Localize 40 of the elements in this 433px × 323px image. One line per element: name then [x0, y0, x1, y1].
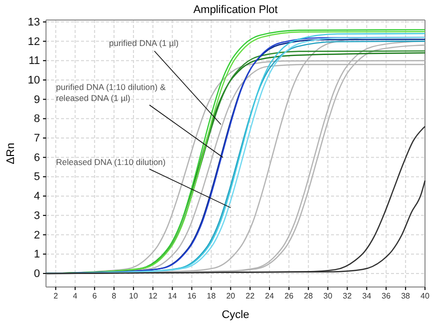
- annotation: purified DNA (1 µl): [109, 38, 179, 48]
- x-tick-label: 22: [246, 292, 256, 301]
- x-axis-title: Cycle: [222, 309, 250, 321]
- x-tick-label: 12: [148, 292, 158, 301]
- y-tick-label: 11: [28, 55, 40, 68]
- y-tick-label: 2: [34, 229, 40, 242]
- x-tick-label: 10: [129, 292, 138, 301]
- x-tick-label: 18: [206, 292, 216, 301]
- x-tick-label: 14: [168, 292, 178, 301]
- annotation: purified DNA (1:10 dilution) & released DNA (1 µl): [56, 82, 166, 103]
- chart-title: Amplification Plot: [193, 4, 278, 16]
- y-tick-label: 1: [34, 248, 40, 261]
- y-tick-label: 9: [34, 94, 40, 106]
- x-tick-label: 38: [401, 292, 411, 301]
- x-tick-label: 8: [112, 292, 117, 301]
- x-tick-label: 26: [284, 292, 294, 301]
- y-tick-label: 8: [34, 113, 40, 126]
- x-tick-label: 6: [92, 292, 98, 301]
- y-tick-label: 4: [34, 190, 40, 203]
- y-tick-label: 12: [28, 36, 40, 48]
- x-tick-label: 28: [304, 292, 314, 301]
- y-tick-label: 6: [34, 152, 40, 164]
- y-tick-label: 3: [34, 210, 40, 222]
- annotation: Released DNA (1:10 dilution): [56, 157, 166, 167]
- y-tick-label: 13: [28, 16, 40, 28]
- x-tick-label: 24: [265, 292, 275, 301]
- y-tick-label: 5: [34, 171, 40, 184]
- x-tick-label: 30: [323, 292, 333, 301]
- y-axis-title: ΔRn: [5, 142, 17, 164]
- x-tick-label: 2: [53, 292, 58, 301]
- x-tick-label: 32: [342, 292, 352, 301]
- y-tick-label: 7: [34, 132, 40, 145]
- y-tick-label: 0: [34, 268, 40, 280]
- x-tick-label: 16: [187, 292, 197, 301]
- x-tick-label: 36: [382, 292, 392, 301]
- x-tick-label: 34: [362, 292, 372, 301]
- x-tick-label: 40: [420, 292, 430, 301]
- x-tick-label: 20: [226, 292, 236, 301]
- x-tick-label: 4: [72, 292, 78, 301]
- y-tick-label: 10: [28, 74, 40, 86]
